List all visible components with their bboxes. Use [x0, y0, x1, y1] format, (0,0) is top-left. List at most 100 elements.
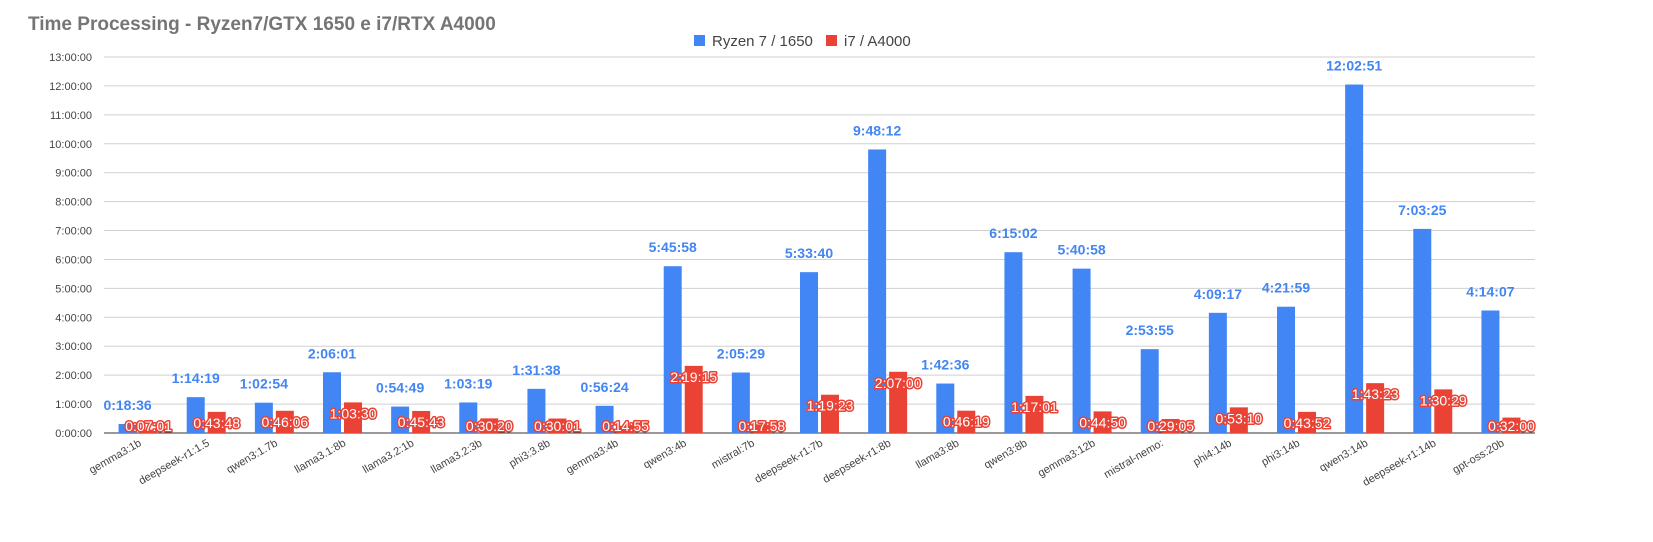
x-category-label: deepseek-r1:14b: [1361, 437, 1439, 489]
bar-i7-a4000: [480, 418, 499, 433]
bar-i7-a4000: [207, 411, 226, 433]
bar-i7-a4000: [1229, 407, 1248, 433]
data-label-i7-a4000: 0:32:00: [1488, 418, 1535, 434]
y-tick-label: 3:00:00: [55, 341, 92, 353]
x-category-label: gemma3:4b: [564, 437, 620, 476]
y-tick-label: 13:00:00: [49, 52, 92, 64]
x-category-label: llama3.1:8b: [293, 437, 348, 476]
x-category-label: phi3:14b: [1259, 437, 1302, 469]
data-label-i7-a4000: 0:07:01: [125, 418, 172, 434]
bar-i7-a4000: [1161, 418, 1180, 433]
bar-i7-a4000: [548, 418, 567, 433]
legend[interactable]: Ryzen 7 / 1650 i7 / A4000: [694, 33, 911, 50]
bar-ryzen7-1650: [1004, 252, 1023, 433]
data-label-ryzen7-1650: 12:02:51: [1326, 58, 1382, 74]
bar-i7-a4000: [1093, 411, 1112, 433]
legend-entry[interactable]: Ryzen 7 / 1650: [712, 33, 813, 50]
data-label-ryzen7-1650: 0:18:36: [103, 397, 151, 413]
x-category-label: phi3:3.8b: [507, 437, 552, 470]
y-tick-label: 7:00:00: [55, 226, 92, 238]
data-label-ryzen7-1650: 1:31:38: [512, 362, 560, 378]
x-category-label: phi4:14b: [1191, 437, 1234, 469]
bar-ryzen7-1650: [391, 406, 410, 433]
legend-entry[interactable]: i7 / A4000: [844, 33, 911, 50]
y-tick-label: 9:00:00: [55, 168, 92, 180]
bar-ryzen7-1650: [663, 266, 682, 433]
data-label-i7-a4000: 0:43:52: [1284, 415, 1331, 431]
y-tick-label: 2:00:00: [55, 370, 92, 382]
bar-i7-a4000: [957, 410, 976, 433]
bar-i7-a4000: [1502, 417, 1521, 433]
bar-ryzen7-1650: [1345, 84, 1364, 434]
x-category-label: mistral:7b: [710, 437, 757, 471]
data-label-i7-a4000: 1:30:29: [1420, 392, 1467, 408]
data-label-i7-a4000: 1:03:30: [330, 405, 377, 421]
data-label-ryzen7-1650: 6:15:02: [989, 225, 1037, 241]
bar-ryzen7-1650: [595, 405, 614, 433]
x-category-label: qwen3:1.7b: [225, 437, 280, 476]
y-tick-label: 6:00:00: [55, 254, 92, 266]
bar-i7-a4000: [275, 410, 294, 433]
bar-ryzen7-1650: [1140, 349, 1159, 433]
data-label-i7-a4000: 0:45:43: [398, 414, 445, 430]
data-label-ryzen7-1650: 0:54:49: [376, 380, 424, 396]
x-category-label: gemma3:12b: [1036, 437, 1098, 480]
bar-ryzen7-1650: [1208, 312, 1227, 433]
bar-i7-a4000: [1366, 383, 1385, 433]
bar-i7-a4000: [684, 365, 703, 433]
data-label-ryzen7-1650: 7:03:25: [1398, 202, 1446, 218]
data-label-i7-a4000: 0:30:20: [466, 418, 513, 434]
data-label-i7-a4000: 2:19:15: [670, 369, 717, 385]
data-label-ryzen7-1650: 0:56:24: [580, 379, 628, 395]
x-category-label: deepseek-r1:7b: [753, 437, 825, 486]
data-label-i7-a4000: 0:14:55: [602, 418, 649, 434]
data-label-ryzen7-1650: 1:03:19: [444, 375, 492, 391]
data-label-ryzen7-1650: 2:05:29: [717, 346, 765, 362]
data-label-ryzen7-1650: 4:09:17: [1194, 286, 1242, 302]
data-label-ryzen7-1650: 5:33:40: [785, 245, 833, 261]
x-category-label: gpt-oss:20b: [1451, 437, 1507, 476]
x-category-label: llama3:8b: [914, 437, 961, 471]
bar-i7-a4000: [889, 371, 908, 433]
bar-i7-a4000: [752, 424, 771, 433]
bar-i7-a4000: [344, 402, 362, 433]
data-label-i7-a4000: 0:30:01: [534, 418, 581, 434]
x-category-label: gemma3:1b: [87, 437, 143, 476]
data-label-i7-a4000: 2:07:00: [875, 375, 922, 391]
x-category-label: mistral-nemo:: [1102, 437, 1166, 481]
bar-ryzen7-1650: [459, 402, 478, 433]
x-category-label: deepseek-r1:1.5: [137, 437, 212, 487]
bar-ryzen7-1650: [1277, 306, 1295, 433]
bar-ryzen7-1650: [1481, 310, 1500, 433]
bar-i7-a4000: [139, 429, 158, 433]
bar-i7-a4000: [1298, 411, 1316, 433]
data-label-i7-a4000: 0:17:58: [738, 418, 785, 434]
y-tick-label: 5:00:00: [55, 283, 92, 295]
data-label-ryzen7-1650: 4:14:07: [1466, 284, 1514, 300]
data-label-ryzen7-1650: 1:14:19: [172, 370, 220, 386]
y-tick-label: 1:00:00: [55, 399, 92, 411]
bar-i7-a4000: [1025, 395, 1044, 433]
bar-ryzen7-1650: [731, 372, 750, 433]
data-label-ryzen7-1650: 2:06:01: [308, 345, 356, 361]
legend-swatch: [826, 35, 837, 46]
bar-ryzen7-1650: [868, 149, 887, 433]
data-label-i7-a4000: 0:43:48: [193, 415, 240, 431]
data-label-i7-a4000: 0:44:50: [1079, 414, 1126, 430]
y-tick-label: 10:00:00: [49, 139, 92, 151]
x-category-label: deepseek-r1:8b: [821, 437, 893, 486]
bar-ryzen7-1650: [800, 272, 818, 433]
x-category-label: llama3.2:3b: [429, 437, 484, 476]
bar-i7-a4000: [821, 394, 839, 433]
bar-ryzen7-1650: [527, 388, 546, 433]
y-axis-ticks: 0:00:00 1:00:00 2:00:00 3:00:00 4:00:00 5:00:…: [49, 52, 92, 440]
data-label-ryzen7-1650: 1:02:54: [240, 376, 288, 392]
bar-ryzen7-1650: [118, 424, 137, 433]
bar-ryzen7-1650: [1413, 228, 1432, 433]
bar-ryzen7-1650: [186, 397, 205, 433]
data-label-i7-a4000: 1:17:01: [1011, 399, 1058, 415]
bar-i7-a4000: [616, 425, 635, 433]
x-category-label: qwen3:14b: [1318, 437, 1371, 474]
y-tick-label: 12:00:00: [49, 81, 92, 93]
